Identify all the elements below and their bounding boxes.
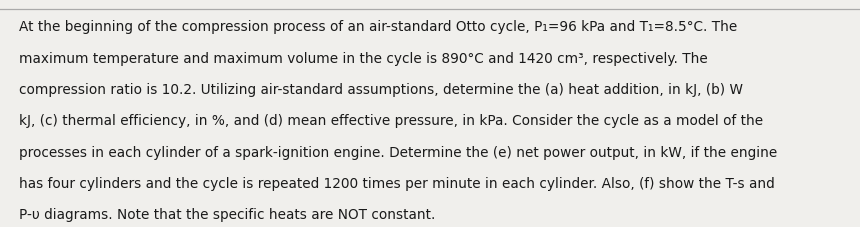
Text: maximum temperature and maximum volume in the cycle is 890°C and 1420 cm³, respe: maximum temperature and maximum volume i…: [19, 52, 708, 66]
Text: compression ratio is 10.2. Utilizing air-standard assumptions, determine the (a): compression ratio is 10.2. Utilizing air…: [19, 83, 743, 97]
Text: kJ, (c) thermal efficiency, in %, and (d) mean effective pressure, in kPa. Consi: kJ, (c) thermal efficiency, in %, and (d…: [19, 114, 763, 128]
Text: processes in each cylinder of a spark-ignition engine. Determine the (e) net pow: processes in each cylinder of a spark-ig…: [19, 146, 777, 160]
Text: P-υ diagrams. Note that the specific heats are NOT constant.: P-υ diagrams. Note that the specific hea…: [19, 208, 435, 222]
Text: At the beginning of the compression process of an air-standard Otto cycle, P₁=96: At the beginning of the compression proc…: [19, 20, 737, 35]
Text: has four cylinders and the cycle is repeated 1200 times per minute in each cylin: has four cylinders and the cycle is repe…: [19, 177, 775, 191]
